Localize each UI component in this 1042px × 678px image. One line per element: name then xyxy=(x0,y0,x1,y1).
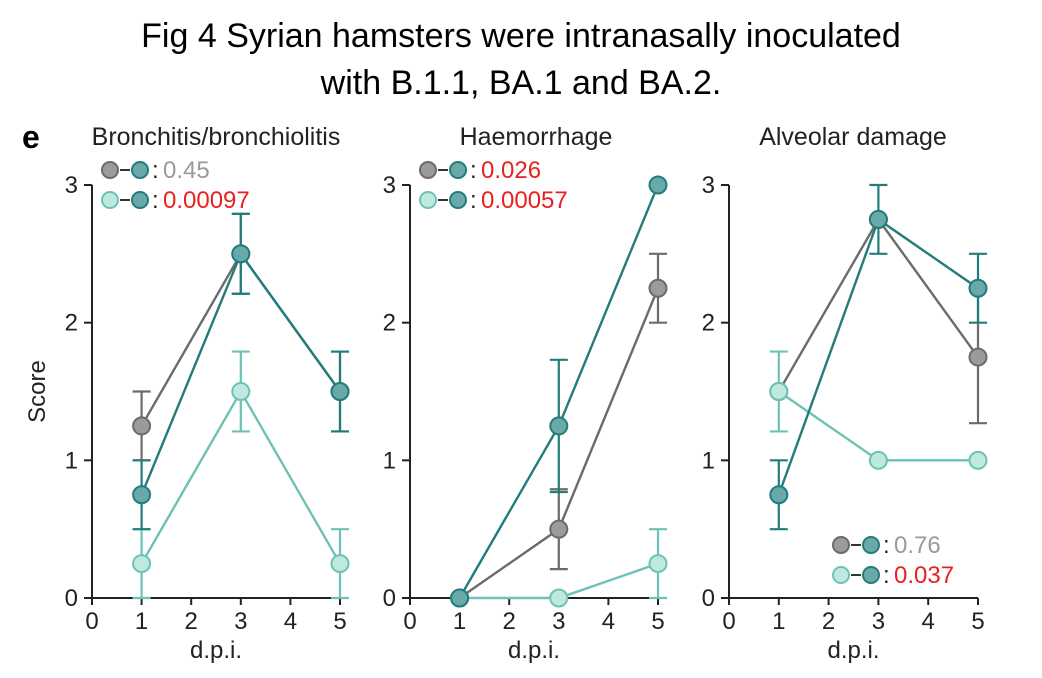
data-point-BA.1 xyxy=(132,554,152,574)
x-tick-label: 4 xyxy=(922,608,935,635)
x-tick-label: 1 xyxy=(135,608,148,635)
data-point-BA.2 xyxy=(450,588,470,608)
y-tick-label: 0 xyxy=(383,585,396,612)
data-point-BA.1 xyxy=(330,554,350,574)
p-value: 0.026 xyxy=(481,157,541,184)
y-tick-label: 1 xyxy=(65,447,78,474)
x-tick-label: 0 xyxy=(403,608,416,635)
legend-colon: : xyxy=(152,157,159,184)
legend-colon: : xyxy=(152,187,159,214)
legend-colon: : xyxy=(883,532,890,559)
y-tick-label: 3 xyxy=(702,172,715,199)
x-tick-label: 2 xyxy=(503,608,516,635)
data-point-BA.1 xyxy=(549,588,569,608)
legend-marker-BA.1 xyxy=(101,191,119,209)
y-tick-label: 2 xyxy=(65,310,78,337)
x-tick-label: 0 xyxy=(85,608,98,635)
p-value: 0.00057 xyxy=(481,187,568,214)
y-tick-label: 2 xyxy=(383,310,396,337)
x-tick-label: 3 xyxy=(234,608,247,635)
data-point-BA.1 xyxy=(769,382,789,401)
data-point-BA.2 xyxy=(648,175,668,195)
legend-marker-BA.2 xyxy=(449,161,467,179)
x-tick-label: 2 xyxy=(185,608,198,635)
x-axis-label: d.p.i. xyxy=(827,637,879,664)
panel-title: Haemorrhage xyxy=(460,123,613,151)
legend-entry: :0.00057 xyxy=(419,187,568,214)
x-tick-label: 5 xyxy=(651,608,664,635)
x-tick-label: 5 xyxy=(971,608,984,635)
p-value: 0.45 xyxy=(163,157,210,184)
legend-colon: : xyxy=(470,187,477,214)
y-tick-label: 3 xyxy=(65,172,78,199)
x-axis-label: d.p.i. xyxy=(508,637,560,664)
x-tick-label: 3 xyxy=(872,608,885,635)
legend-entry: :0.45 xyxy=(101,157,210,184)
legend-entry: :0.026 xyxy=(419,157,541,184)
panel-title: Alveolar damage xyxy=(759,123,947,151)
panel-title: Bronchitis/bronchiolitis xyxy=(92,123,341,151)
x-tick-label: 0 xyxy=(722,608,735,635)
legend-marker-BA.2 xyxy=(131,161,149,179)
panel-letter: e xyxy=(22,119,40,155)
x-tick-label: 5 xyxy=(333,608,346,635)
p-value: 0.037 xyxy=(894,562,954,589)
y-tick-label: 0 xyxy=(702,585,715,612)
x-tick-label: 1 xyxy=(453,608,466,635)
data-point-BA.1 xyxy=(868,450,888,470)
x-tick-label: 2 xyxy=(822,608,835,635)
series-line-BA.1 xyxy=(778,390,978,462)
legend-marker-B.1.1 xyxy=(101,161,119,179)
p-value: 0.76 xyxy=(894,532,941,559)
x-tick-label: 4 xyxy=(284,608,297,635)
legend-colon: : xyxy=(883,562,890,589)
legend-marker-B.1.1 xyxy=(419,161,437,179)
legend-colon: : xyxy=(470,157,477,184)
x-tick-label: 3 xyxy=(552,608,565,635)
y-axis-label: Score xyxy=(24,360,51,423)
figure-title-line-1: Fig 4 Syrian hamsters were intranasally … xyxy=(141,17,901,55)
data-point-B.1.1 xyxy=(549,519,569,539)
data-point-BA.2 xyxy=(968,278,988,298)
legend-entry: :0.00097 xyxy=(101,187,250,214)
y-tick-label: 2 xyxy=(702,310,715,337)
legend-marker-BA.2 xyxy=(131,191,149,209)
panel-1: Bronchitis/bronchiolitis 0 1 2 3 0 1 2 3 4 5 d.p.i.… xyxy=(24,123,350,664)
data-point-BA.1 xyxy=(648,554,668,574)
data-point-B.1.1 xyxy=(132,416,152,436)
data-point-BA.2 xyxy=(769,485,789,505)
legend-marker-BA.2 xyxy=(862,566,880,584)
legend-marker-BA.2 xyxy=(862,536,880,554)
y-tick-label: 0 xyxy=(65,585,78,612)
y-tick-label: 1 xyxy=(702,447,715,474)
x-tick-label: 1 xyxy=(772,608,785,635)
x-tick-label: 4 xyxy=(602,608,615,635)
figure-title-line-2: with B.1.1, BA.1 and BA.2. xyxy=(320,64,722,102)
data-point-B.1.1 xyxy=(648,278,668,298)
legend-marker-BA.1 xyxy=(419,191,437,209)
data-point-B.1.1 xyxy=(968,347,988,367)
legend-marker-B.1.1 xyxy=(832,536,850,554)
y-tick-label: 3 xyxy=(383,172,396,199)
data-point-BA.2 xyxy=(132,485,152,505)
data-point-BA.1 xyxy=(968,450,988,470)
x-axis-label: d.p.i. xyxy=(190,637,242,664)
data-point-BA.1 xyxy=(231,382,251,401)
data-point-BA.2 xyxy=(549,416,569,436)
p-value: 0.00097 xyxy=(163,187,250,214)
legend-entry: :0.76 xyxy=(832,532,941,559)
data-point-BA.2 xyxy=(868,209,888,229)
legend-marker-BA.2 xyxy=(449,191,467,209)
data-point-BA.2 xyxy=(231,244,251,264)
y-tick-label: 1 xyxy=(383,447,396,474)
legend-marker-BA.1 xyxy=(832,566,850,584)
legend-entry: :0.037 xyxy=(832,562,954,589)
data-point-BA.2 xyxy=(330,382,350,401)
